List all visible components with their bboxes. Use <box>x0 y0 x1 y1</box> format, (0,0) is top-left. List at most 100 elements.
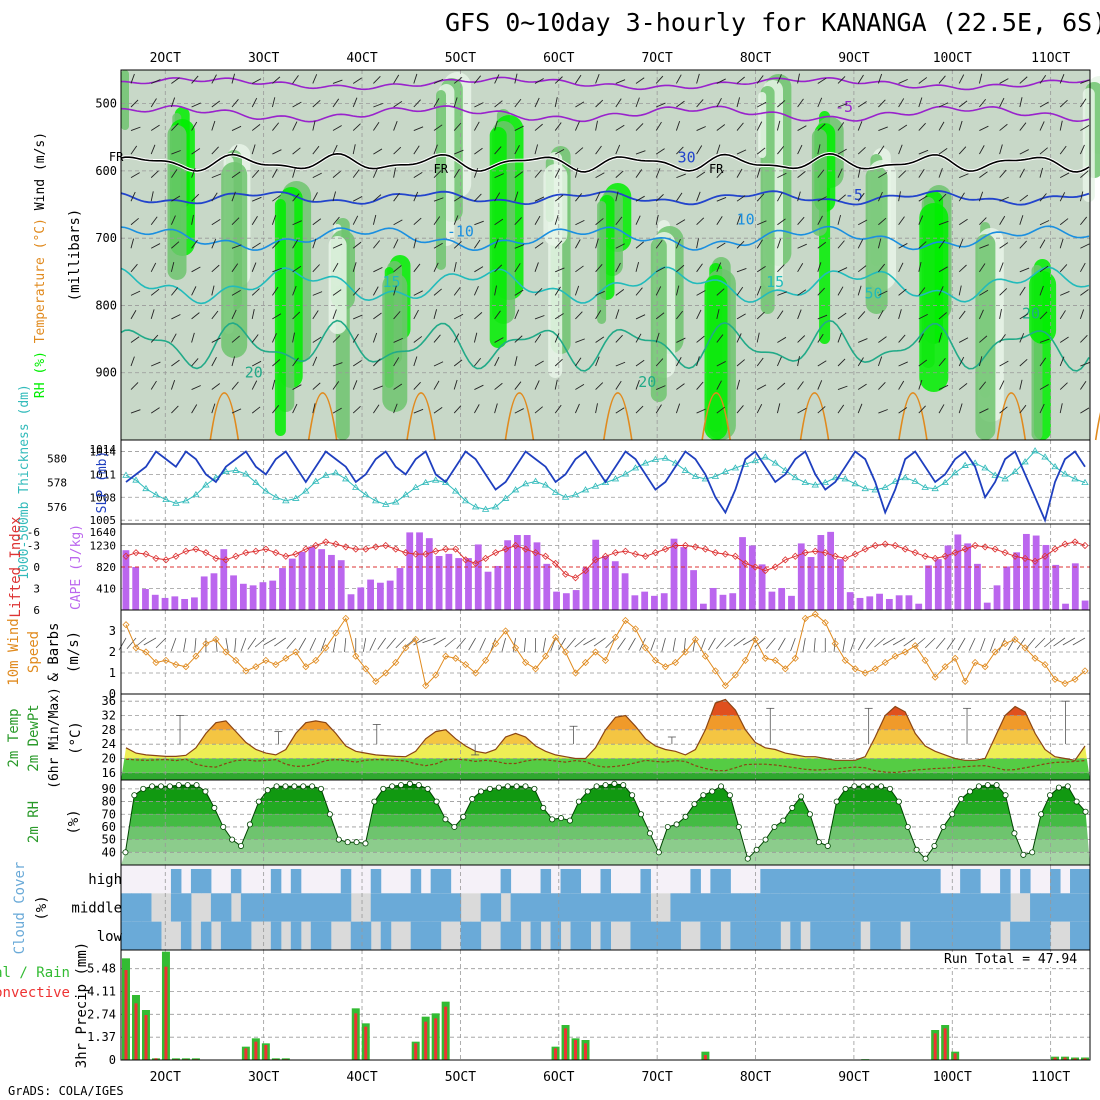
cloud-cell <box>970 869 981 894</box>
cape-bar <box>142 589 149 610</box>
isotherm-25 <box>996 392 1027 441</box>
li-point <box>462 556 470 564</box>
upper-wind-barb <box>312 238 317 249</box>
rh-point <box>335 836 342 843</box>
upper-wind-barb <box>130 382 139 390</box>
cloud-cell <box>1030 893 1041 922</box>
cloud-cell <box>690 869 701 894</box>
upper-wind-barb <box>352 287 361 296</box>
cloud-cell <box>800 869 811 894</box>
wind-barb <box>639 637 646 651</box>
precip-tick: 4.11 <box>87 985 116 999</box>
cloud-cell <box>830 921 841 950</box>
upper-wind-barb <box>433 361 444 367</box>
wind-point <box>372 677 380 685</box>
rh-point <box>824 842 831 849</box>
upper-wind-barb <box>211 383 221 390</box>
wind-point <box>262 656 270 664</box>
upper-wind-barb <box>1039 75 1047 84</box>
upper-wind-barb <box>191 358 199 367</box>
cloud-cell <box>840 869 851 894</box>
rh-plume <box>436 90 446 270</box>
cape-bar <box>455 558 463 610</box>
rh-point <box>184 782 191 789</box>
cloud-cell <box>150 921 162 950</box>
wind-barb <box>433 637 446 646</box>
upper-wind-barb <box>554 194 564 202</box>
upper-wind-barb <box>271 215 277 225</box>
li-point <box>1041 552 1049 560</box>
upper-wind-barb <box>1059 356 1065 367</box>
thickness-point <box>641 459 650 466</box>
temp-axis-label-4: (°C) <box>68 721 84 755</box>
precip-axis-label: 3hr Precip (mm) <box>74 942 90 1068</box>
wind-point <box>1021 644 1029 652</box>
cape-bar <box>993 585 1001 610</box>
wind-barb <box>126 637 137 649</box>
wind-barb <box>617 637 626 650</box>
upper-wind-barb <box>130 409 141 414</box>
upper-wind-barb <box>777 382 786 390</box>
cape-bar <box>827 531 835 610</box>
rh-point <box>460 813 467 820</box>
upper-wind-barb <box>837 312 847 320</box>
upper-wind-barb <box>474 75 482 84</box>
rh-point <box>238 842 245 849</box>
rh-point <box>806 811 813 818</box>
rh-plume <box>758 92 767 158</box>
upper-wind-barb <box>211 146 219 155</box>
li-point <box>1081 541 1089 550</box>
upper-wind-barb <box>615 361 626 367</box>
upper-wind-barb <box>474 266 484 273</box>
wind-barb <box>155 637 167 649</box>
wind-point <box>551 633 560 641</box>
pressure-tick: 800 <box>95 298 117 312</box>
upper-wind-barb <box>373 385 383 390</box>
upper-wind-barb <box>393 311 401 320</box>
upper-wind-barb <box>130 290 141 296</box>
upper-wind-barb <box>191 266 201 273</box>
li-point <box>162 556 170 564</box>
upper-wind-barb <box>211 120 216 131</box>
upper-wind-barb <box>433 98 440 108</box>
upper-wind-barb <box>898 262 904 273</box>
cape-bar <box>416 532 423 610</box>
cloud-cell <box>690 893 701 922</box>
wind-point <box>791 654 799 662</box>
upper-wind-barb <box>676 357 682 367</box>
cloud-cell <box>410 921 422 950</box>
upper-wind-barb <box>534 262 539 272</box>
rh-point <box>273 783 280 790</box>
cape-bar <box>151 594 159 610</box>
upper-wind-barb <box>211 219 221 226</box>
upper-wind-barb <box>716 170 724 178</box>
cloud-cell <box>740 893 751 922</box>
wind-tick: 2 <box>109 645 116 659</box>
upper-wind-barb <box>655 121 662 131</box>
upper-wind-barb <box>716 309 720 320</box>
wind-barb <box>386 637 397 649</box>
upper-wind-barb <box>857 403 863 414</box>
cloud-cell <box>240 893 252 922</box>
thickness-point <box>591 482 600 489</box>
wind-point <box>711 667 719 675</box>
upper-wind-barb <box>1039 265 1049 273</box>
wind-point <box>691 635 699 643</box>
upper-wind-barb <box>494 403 498 414</box>
upper-wind-barb <box>978 191 984 202</box>
upper-wind-barb <box>575 311 583 320</box>
cape-bar <box>758 564 766 610</box>
rh-point <box>398 782 405 789</box>
upper-wind-barb <box>312 192 318 202</box>
wind-barb <box>802 637 806 652</box>
upper-wind-barb <box>938 239 946 249</box>
cape-bar <box>406 532 414 610</box>
upper-wind-barb <box>736 122 744 131</box>
slp-axis-label: SLP (mb) <box>95 451 110 514</box>
cape-bar <box>690 570 697 610</box>
upper-wind-barb <box>837 358 846 367</box>
rh-band <box>121 839 1090 853</box>
x-tick-top: 3OCT <box>248 51 279 66</box>
wind-barb <box>1053 637 1066 647</box>
upper-wind-barb <box>736 405 744 414</box>
